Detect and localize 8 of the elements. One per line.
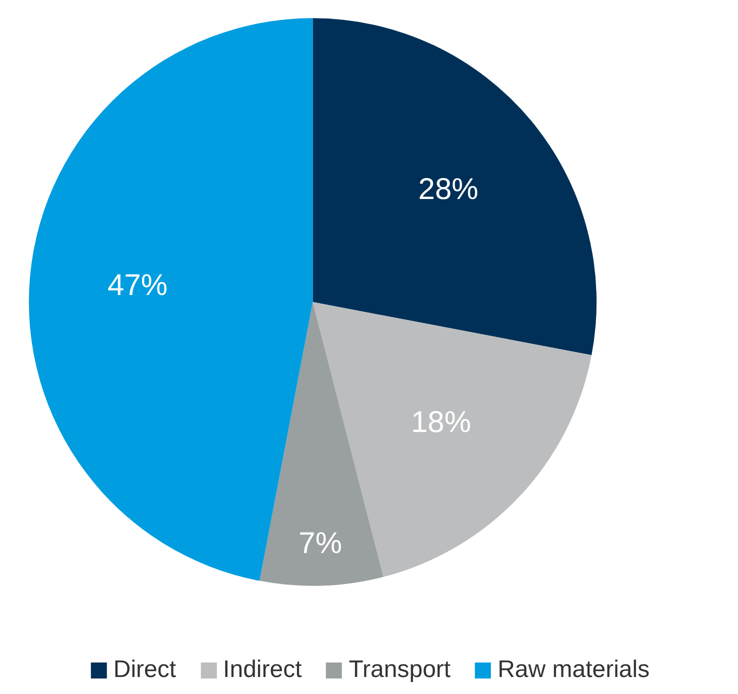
legend-label: Transport [348,656,451,684]
data-label: 28% [418,173,478,206]
data-label: 7% [298,527,342,560]
data-label: 47% [108,268,168,302]
legend-label: Indirect [223,656,302,684]
data-label: 18% [410,406,472,440]
legend-label: Direct [113,656,176,684]
legend-label: Raw materials [498,656,650,684]
